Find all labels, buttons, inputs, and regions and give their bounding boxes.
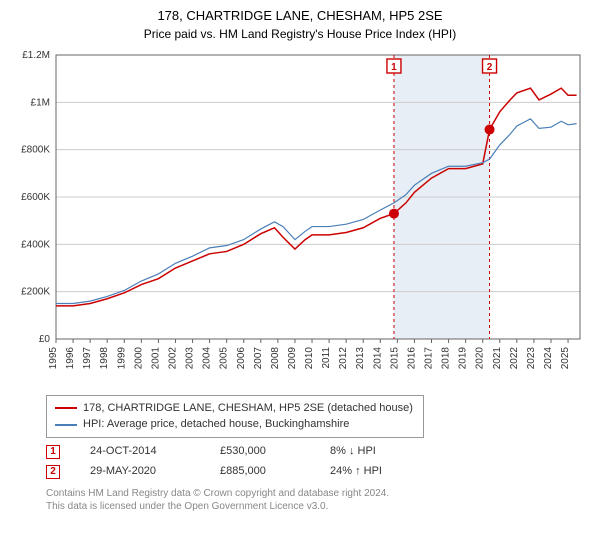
svg-text:2020: 2020	[475, 346, 486, 369]
svg-text:2008: 2008	[270, 346, 281, 369]
svg-text:£200K: £200K	[21, 287, 50, 298]
legend-row-hpi: HPI: Average price, detached house, Buck…	[55, 416, 415, 433]
chart-container: 178, CHARTRIDGE LANE, CHESHAM, HP5 2SE P…	[0, 0, 600, 560]
chart-plot-area: £0 £200K £400K £600K £800K £1M £1.2M 1 2 1995 1996…	[12, 49, 588, 389]
legend-label-hpi: HPI: Average price, detached house, Buck…	[83, 416, 349, 433]
chart-svg: £0 £200K £400K £600K £800K £1M £1.2M 1 2 1995 1996…	[12, 49, 588, 389]
svg-text:2015: 2015	[389, 346, 400, 369]
svg-text:1998: 1998	[99, 346, 110, 369]
svg-text:2017: 2017	[424, 346, 435, 369]
sale-date-2: 29-MAY-2020	[90, 462, 190, 482]
svg-text:1999: 1999	[116, 346, 127, 369]
svg-text:2012: 2012	[338, 346, 349, 369]
svg-text:£400K: £400K	[21, 239, 50, 250]
svg-text:1996: 1996	[65, 346, 76, 369]
svg-text:2009: 2009	[287, 346, 298, 369]
svg-text:2010: 2010	[304, 346, 315, 369]
svg-text:2021: 2021	[492, 346, 503, 369]
svg-text:£1M: £1M	[31, 97, 50, 108]
sale-price-2: £885,000	[220, 462, 300, 482]
svg-text:2024: 2024	[543, 346, 554, 369]
svg-text:2000: 2000	[133, 346, 144, 369]
attribution-line-1: Contains HM Land Registry data © Crown c…	[46, 487, 588, 500]
legend-label-price-paid: 178, CHARTRIDGE LANE, CHESHAM, HP5 2SE (…	[83, 400, 413, 417]
sales-row-2: 2 29-MAY-2020 £885,000 24% ↑ HPI	[46, 462, 588, 482]
legend-box: 178, CHARTRIDGE LANE, CHESHAM, HP5 2SE (…	[46, 395, 424, 438]
attribution: Contains HM Land Registry data © Crown c…	[46, 487, 588, 513]
svg-text:2019: 2019	[458, 346, 469, 369]
svg-text:2003: 2003	[185, 346, 196, 369]
legend-swatch-hpi	[55, 424, 77, 426]
svg-text:£0: £0	[39, 334, 51, 345]
svg-text:2007: 2007	[253, 346, 264, 369]
svg-text:2023: 2023	[526, 346, 537, 369]
svg-text:2025: 2025	[560, 346, 571, 369]
svg-text:2004: 2004	[202, 346, 213, 369]
svg-text:£600K: £600K	[21, 192, 50, 203]
sale-price-1: £530,000	[220, 442, 300, 462]
sale-marker-1: 1	[46, 445, 60, 459]
svg-text:2018: 2018	[441, 346, 452, 369]
svg-text:1997: 1997	[82, 346, 93, 369]
legend-swatch-price-paid	[55, 407, 77, 409]
chart-title: 178, CHARTRIDGE LANE, CHESHAM, HP5 2SE	[12, 8, 588, 25]
sale-delta-1: 8% ↓ HPI	[330, 442, 420, 462]
svg-text:2014: 2014	[372, 346, 383, 369]
sale-marker-2: 2	[46, 465, 60, 479]
legend-row-price-paid: 178, CHARTRIDGE LANE, CHESHAM, HP5 2SE (…	[55, 400, 415, 417]
sales-row-1: 1 24-OCT-2014 £530,000 8% ↓ HPI	[46, 442, 588, 462]
svg-text:2013: 2013	[355, 346, 366, 369]
svg-text:£1.2M: £1.2M	[22, 50, 50, 61]
svg-text:2022: 2022	[509, 346, 520, 369]
svg-text:2005: 2005	[219, 346, 230, 369]
svg-text:2: 2	[487, 62, 493, 73]
svg-text:2006: 2006	[236, 346, 247, 369]
attribution-line-2: This data is licensed under the Open Gov…	[46, 500, 588, 513]
sale-date-1: 24-OCT-2014	[90, 442, 190, 462]
sale-delta-2: 24% ↑ HPI	[330, 462, 420, 482]
svg-text:1: 1	[391, 62, 397, 73]
svg-text:£800K: £800K	[21, 145, 50, 156]
svg-text:1995: 1995	[48, 346, 59, 369]
sales-table: 1 24-OCT-2014 £530,000 8% ↓ HPI 2 29-MAY…	[46, 442, 588, 482]
svg-text:2011: 2011	[321, 346, 332, 368]
svg-text:2002: 2002	[167, 346, 178, 369]
svg-text:2016: 2016	[406, 346, 417, 369]
chart-subtitle: Price paid vs. HM Land Registry's House …	[12, 27, 588, 41]
svg-text:2001: 2001	[150, 346, 161, 369]
